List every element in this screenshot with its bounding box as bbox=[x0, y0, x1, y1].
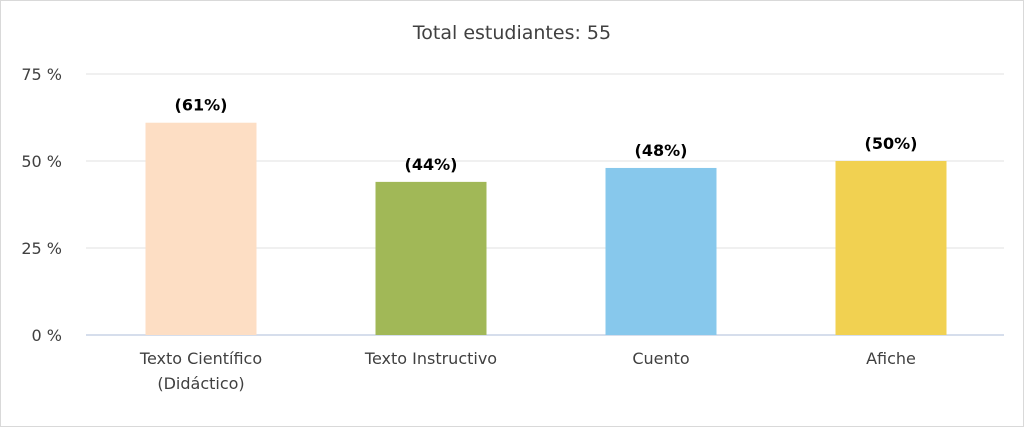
y-tick-label: 0 % bbox=[32, 326, 62, 345]
y-tick-label: 25 % bbox=[21, 239, 62, 258]
data-label: (61%) bbox=[175, 96, 228, 115]
bar bbox=[835, 161, 947, 335]
x-tick-label: Texto Científico bbox=[139, 349, 262, 368]
x-tick-label: Texto Instructivo bbox=[364, 349, 497, 368]
chart-title: Total estudiantes: 55 bbox=[412, 22, 612, 44]
bar bbox=[375, 181, 487, 335]
bar bbox=[145, 122, 257, 335]
data-label: (48%) bbox=[635, 141, 688, 160]
bar bbox=[605, 167, 717, 335]
y-tick-label: 50 % bbox=[21, 152, 62, 171]
x-tick-label: Afiche bbox=[866, 349, 916, 368]
x-tick-label: (Didáctico) bbox=[157, 374, 244, 393]
x-tick-label: Cuento bbox=[632, 349, 689, 368]
data-label: (44%) bbox=[405, 155, 458, 174]
y-tick-label: 75 % bbox=[21, 65, 62, 84]
data-label: (50%) bbox=[865, 134, 918, 153]
